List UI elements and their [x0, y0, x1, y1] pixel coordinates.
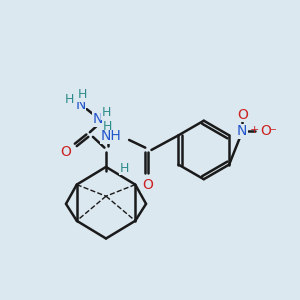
Text: H: H	[77, 88, 87, 101]
Text: NH: NH	[101, 129, 122, 143]
Text: O: O	[260, 124, 271, 139]
Text: N: N	[93, 112, 104, 126]
Text: +: +	[250, 125, 260, 135]
Text: N: N	[75, 98, 86, 112]
Text: O: O	[142, 178, 153, 193]
Text: N: N	[237, 124, 247, 139]
Text: O: O	[237, 107, 248, 122]
Text: H: H	[64, 93, 74, 106]
Text: ⁻: ⁻	[269, 125, 277, 140]
Text: H: H	[103, 120, 112, 134]
Text: H: H	[101, 106, 111, 119]
Text: H: H	[120, 161, 129, 175]
Text: O: O	[61, 145, 71, 158]
